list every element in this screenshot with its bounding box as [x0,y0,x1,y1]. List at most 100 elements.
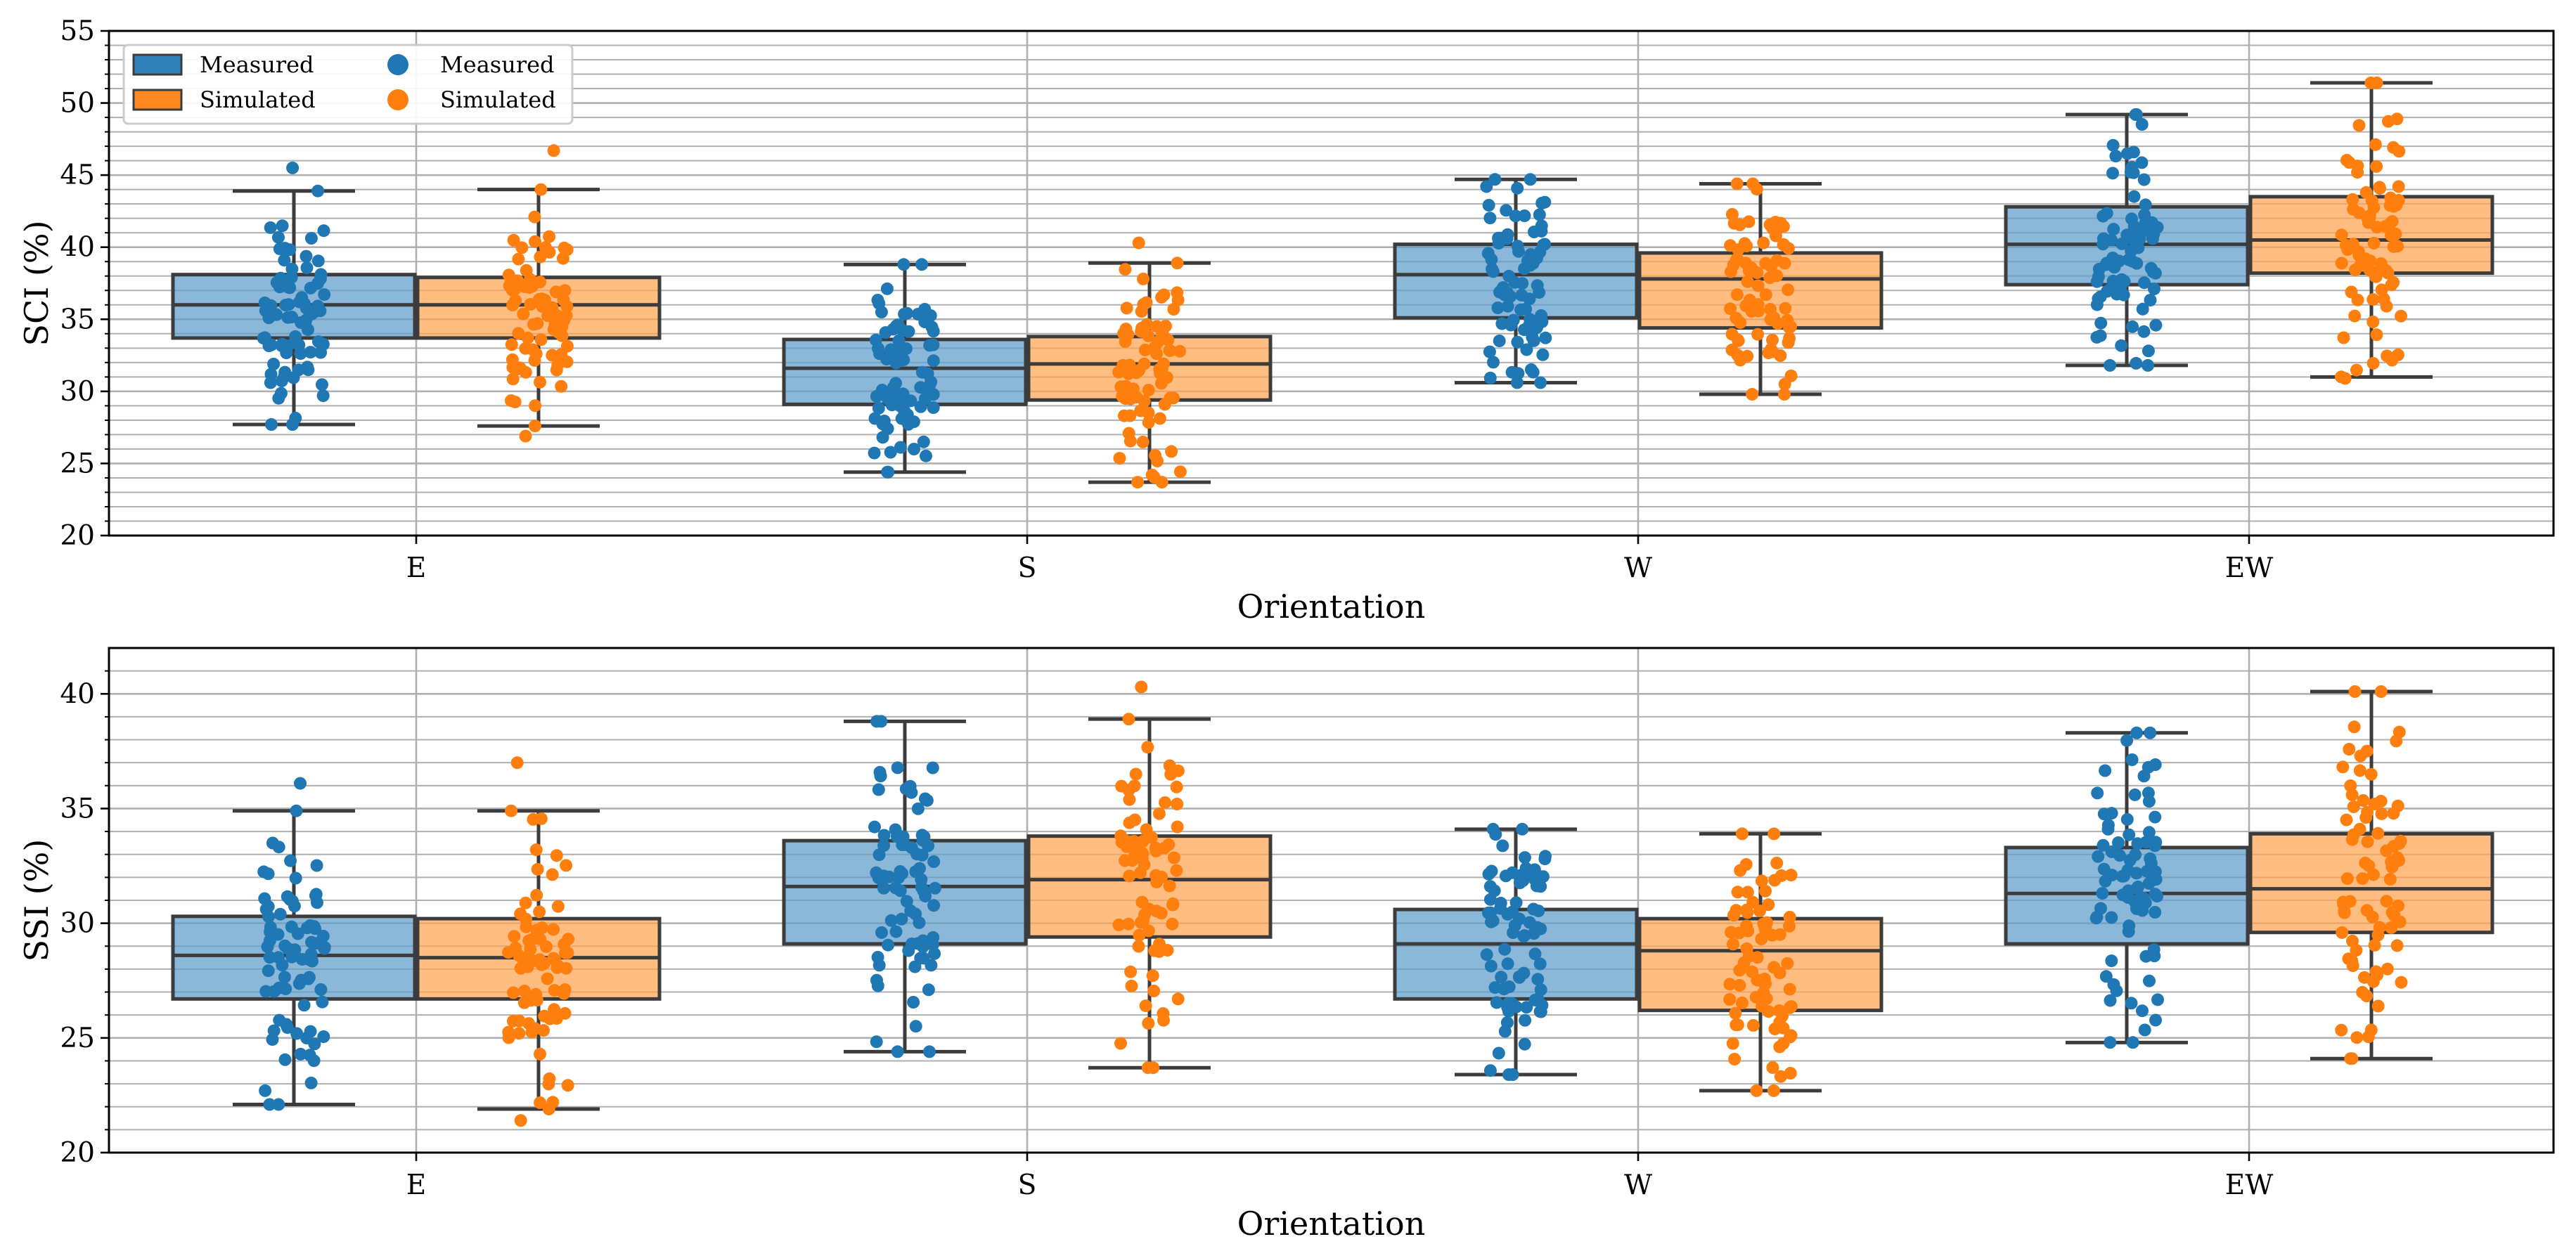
data-point [927,899,941,912]
data-point [1725,926,1738,939]
data-point [1730,288,1744,302]
y-tick-label: 35 [60,793,95,824]
ssi-panel: 20 25 30 35 40 E S W EW Orientation SSI (%) [18,647,2555,1243]
x-tick-label: W [1624,552,1652,584]
legend-box-swatch [132,89,183,111]
data-point [2127,220,2141,233]
data-point [560,300,574,313]
data-point [1133,928,1146,942]
data-point [1531,973,1545,986]
x-tick-label: S [1018,1169,1037,1201]
data-point [2106,167,2119,180]
data-point [2113,849,2126,862]
data-point [258,892,271,905]
data-point [257,865,271,879]
box-measured-s [782,715,1028,1058]
data-point [1773,1016,1786,1029]
data-point [1171,820,1184,834]
data-point [1163,879,1176,893]
data-point [2148,283,2160,296]
data-point [550,849,563,862]
data-point [1510,376,1524,389]
data-point [519,342,532,355]
data-point [1740,942,1753,955]
data-point [1501,957,1514,971]
data-point [529,993,542,1006]
data-point [284,854,297,867]
data-point [920,449,932,462]
data-point [1483,371,1497,384]
data-point [2393,837,2406,850]
data-point [904,905,917,917]
data-point [1496,839,1509,853]
data-point [882,465,895,479]
data-point [2122,925,2135,938]
data-point [1723,978,1737,991]
data-point [926,761,939,774]
data-point [1485,864,1498,878]
box-simulated-e [416,144,662,443]
data-point [925,959,938,972]
data-point [282,298,295,311]
data-point [2135,118,2149,131]
data-point [1751,279,1765,292]
data-point [1766,1061,1779,1074]
data-point [1741,924,1755,938]
data-point [2130,882,2144,895]
data-point [2136,1004,2149,1018]
data-point [872,342,884,355]
data-point [517,954,530,967]
data-point [913,862,926,875]
data-point [539,241,552,254]
data-point [1736,827,1749,841]
data-point [515,241,529,254]
data-point [2143,974,2156,987]
data-point [550,961,564,974]
data-point [1124,965,1138,978]
data-point [1493,335,1506,347]
legend-box-label: Simulated [200,86,316,113]
data-point [895,912,908,926]
data-point [2387,141,2400,154]
data-point [529,399,542,413]
data-point [1134,404,1147,417]
data-point [1746,388,1759,401]
legend-point-swatch [387,89,408,110]
data-point [2385,855,2398,869]
data-point [529,420,541,433]
data-point [1489,828,1502,841]
data-point [868,446,881,460]
data-point [278,254,291,267]
data-point [2379,264,2393,277]
data-point [2340,154,2353,167]
data-point [541,309,555,323]
data-point [2346,934,2359,947]
data-point [2366,316,2380,328]
data-point [1528,863,1541,876]
data-point [1125,979,1138,992]
data-point [2359,811,2373,824]
data-point [1499,869,1512,883]
data-point [278,971,291,984]
data-point [2149,266,2162,280]
data-point [917,830,931,843]
y-tick-label: 25 [60,448,95,479]
data-point [1726,1037,1739,1050]
data-point [875,384,889,396]
data-point [882,938,894,952]
data-point [1505,317,1518,330]
y-tick-label: 40 [60,232,95,264]
data-point [534,333,548,346]
data-point [1136,435,1149,448]
box-simulated-w [1637,177,1883,401]
data-point [259,304,272,318]
data-point [524,298,537,311]
data-point [1770,857,1784,869]
x-tick-label: S [1018,552,1037,584]
data-point [1775,869,1788,882]
data-point [1784,369,1798,382]
data-point [1508,276,1521,289]
box-measured-e [171,777,417,1111]
data-point [1741,886,1754,899]
y-tick-label: 20 [60,520,95,552]
